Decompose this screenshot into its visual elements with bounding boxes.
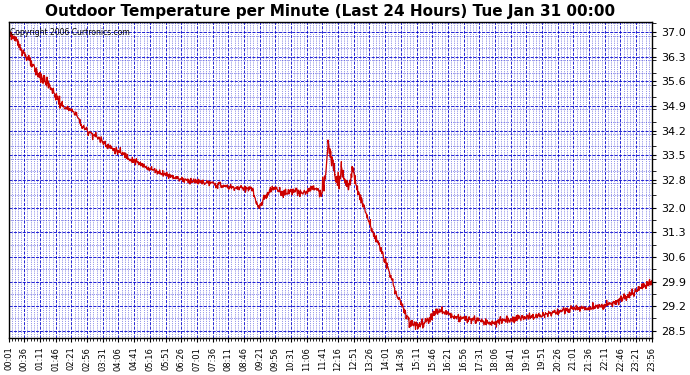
Text: Copyright 2006 Curtronics.com: Copyright 2006 Curtronics.com [10,28,130,37]
Title: Outdoor Temperature per Minute (Last 24 Hours) Tue Jan 31 00:00: Outdoor Temperature per Minute (Last 24 … [45,4,615,19]
